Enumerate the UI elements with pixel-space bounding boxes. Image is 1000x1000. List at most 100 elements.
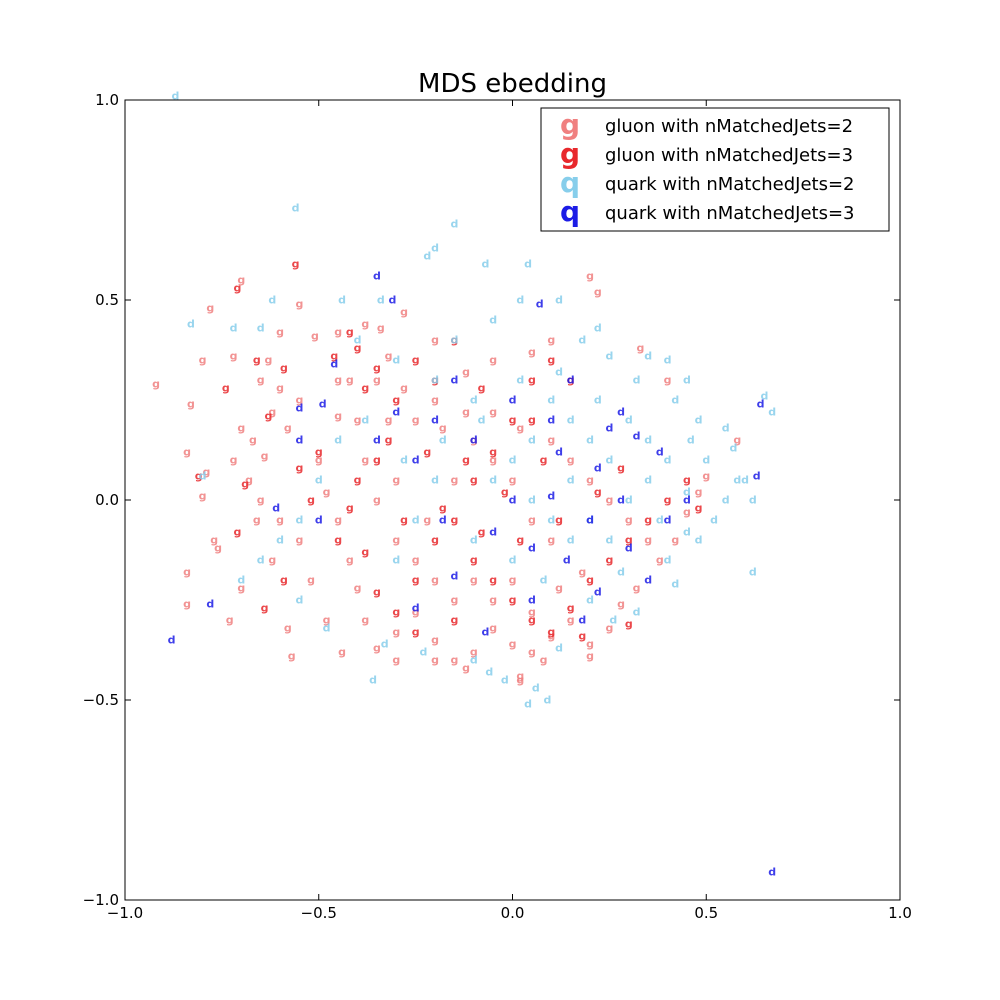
data-point-s3-p14: d <box>528 542 536 555</box>
data-point-s2-p24: d <box>768 406 776 419</box>
data-point-s0-p42: g <box>489 622 497 635</box>
data-point-s0-p80: g <box>385 414 393 427</box>
data-point-s2-p54: d <box>450 334 458 347</box>
x-tick-label-2: 0.0 <box>501 904 525 922</box>
data-point-s1-p12: g <box>315 446 323 459</box>
legend-label-3: quark with nMatchedJets=3 <box>605 203 855 224</box>
data-point-s0-p6: g <box>202 466 210 479</box>
data-point-s3-p29: d <box>578 614 586 627</box>
data-point-s2-p59: d <box>276 534 284 547</box>
data-point-s2-p28: d <box>683 526 691 539</box>
data-point-s3-p6: d <box>567 374 575 387</box>
data-point-s2-p23: d <box>760 390 768 403</box>
data-point-s0-p26: g <box>361 318 369 331</box>
legend-marker-2: q <box>560 166 580 199</box>
data-point-s0-p69: g <box>439 422 447 435</box>
data-point-s0-p66: g <box>400 306 408 319</box>
data-point-s3-p41: d <box>439 514 447 527</box>
data-point-s1-p45: g <box>695 502 703 515</box>
data-point-s1-p2: g <box>222 382 230 395</box>
data-point-s0-p103: g <box>268 406 276 419</box>
data-point-s0-p117: g <box>555 582 563 595</box>
data-point-s3-p26: d <box>168 634 176 647</box>
legend-marker-0: g <box>560 108 580 141</box>
data-point-s0-p89: g <box>605 494 613 507</box>
data-point-s1-p63: g <box>334 534 342 547</box>
data-point-s3-p36: d <box>547 414 555 427</box>
data-point-s2-p6: d <box>423 250 431 263</box>
legend-label-2: quark with nMatchedJets=2 <box>605 174 855 195</box>
data-point-s0-p119: g <box>462 662 470 675</box>
data-point-s1-p56: g <box>594 486 602 499</box>
data-point-s2-p47: d <box>625 494 633 507</box>
data-point-s3-p39: d <box>656 446 664 459</box>
data-point-s0-p81: g <box>400 382 408 395</box>
data-point-s1-p48: g <box>412 626 420 639</box>
data-point-s1-p64: g <box>307 494 315 507</box>
data-point-s0-p32: g <box>334 514 342 527</box>
data-point-s2-p2: d <box>450 218 458 231</box>
data-point-s0-p92: g <box>295 394 303 407</box>
data-point-s0-p29: g <box>334 410 342 423</box>
data-point-s2-p85: d <box>567 474 575 487</box>
data-point-s2-p91: d <box>741 474 749 487</box>
data-point-s0-p102: g <box>276 382 284 395</box>
data-point-s0-p61: g <box>547 334 555 347</box>
data-point-s0-p54: g <box>695 486 703 499</box>
data-point-s3-p10: d <box>586 514 594 527</box>
data-point-s2-p50: d <box>354 334 362 347</box>
data-point-s2-p67: d <box>419 646 427 659</box>
data-point-s0-p68: g <box>412 414 420 427</box>
data-point-s0-p111: g <box>431 574 439 587</box>
data-point-s0-p86: g <box>547 434 555 447</box>
data-point-s2-p94: d <box>695 534 703 547</box>
data-point-s1-p43: g <box>664 494 672 507</box>
data-point-s2-p99: d <box>516 374 524 387</box>
data-point-s3-p3: d <box>295 402 303 415</box>
data-point-s1-p21: g <box>412 574 420 587</box>
data-point-s1-p69: g <box>346 326 354 339</box>
data-point-s0-p23: g <box>295 298 303 311</box>
data-point-s1-p9: g <box>261 602 269 615</box>
data-point-s0-p99: g <box>268 554 276 567</box>
data-point-s1-p4: g <box>280 362 288 375</box>
data-point-s2-p40: d <box>509 454 517 467</box>
data-point-s0-p0: g <box>237 274 245 287</box>
data-point-s1-p16: g <box>354 474 362 487</box>
data-point-s2-p9: d <box>377 294 385 307</box>
data-point-s2-p42: d <box>528 494 536 507</box>
data-point-s0-p45: g <box>547 630 555 643</box>
data-point-s2-p78: d <box>609 614 617 627</box>
data-point-s2-p26: d <box>722 494 730 507</box>
plot-area <box>125 100 900 900</box>
data-point-s2-p56: d <box>334 434 342 447</box>
data-point-s2-p86: d <box>594 394 602 407</box>
data-point-s0-p33: g <box>346 554 354 567</box>
data-point-s0-p109: g <box>392 474 400 487</box>
data-point-s1-p34: g <box>489 574 497 587</box>
x-tick-label-3: 0.5 <box>694 904 718 922</box>
data-point-s0-p20: g <box>152 378 160 391</box>
data-point-s0-p25: g <box>334 326 342 339</box>
data-point-s3-p35: d <box>412 454 420 467</box>
data-point-s0-p47: g <box>586 638 594 651</box>
data-point-s0-p73: g <box>528 514 536 527</box>
data-point-s3-p44: d <box>605 422 613 435</box>
data-point-s2-p75: d <box>586 594 594 607</box>
data-point-s3-p19: d <box>392 406 400 419</box>
data-point-s2-p60: d <box>257 554 265 567</box>
data-point-s0-p21: g <box>264 354 272 367</box>
data-point-s2-p36: d <box>586 434 594 447</box>
data-point-s0-p72: g <box>509 474 517 487</box>
data-point-s1-p38: g <box>567 602 575 615</box>
data-point-s0-p1: g <box>206 302 214 315</box>
data-point-s0-p14: g <box>284 622 292 635</box>
data-point-s0-p58: g <box>636 342 644 355</box>
data-point-s0-p7: g <box>199 490 207 503</box>
data-point-s0-p55: g <box>702 470 710 483</box>
data-point-s2-p30: d <box>671 578 679 591</box>
data-point-s2-p73: d <box>543 694 551 707</box>
data-point-s0-p9: g <box>214 542 222 555</box>
data-point-s2-p44: d <box>567 534 575 547</box>
data-point-s2-p69: d <box>485 666 493 679</box>
